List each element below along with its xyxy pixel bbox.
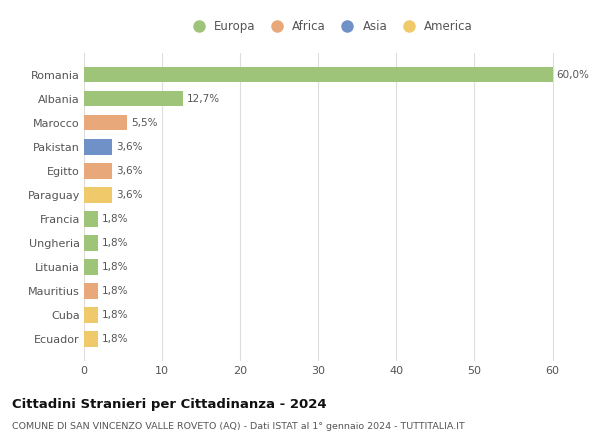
Text: 3,6%: 3,6% xyxy=(116,190,143,200)
Text: 1,8%: 1,8% xyxy=(102,310,128,320)
Legend: Europa, Africa, Asia, America: Europa, Africa, Asia, America xyxy=(182,15,478,38)
Bar xyxy=(84,163,112,179)
Bar xyxy=(84,187,112,202)
Text: 1,8%: 1,8% xyxy=(102,238,128,248)
Bar xyxy=(84,235,98,251)
Text: COMUNE DI SAN VINCENZO VALLE ROVETO (AQ) - Dati ISTAT al 1° gennaio 2024 - TUTTI: COMUNE DI SAN VINCENZO VALLE ROVETO (AQ)… xyxy=(12,422,465,430)
Bar xyxy=(84,283,98,299)
Text: 1,8%: 1,8% xyxy=(102,334,128,344)
Text: 60,0%: 60,0% xyxy=(556,70,589,80)
Bar xyxy=(84,307,98,323)
Text: 1,8%: 1,8% xyxy=(102,214,128,224)
Bar xyxy=(84,115,127,131)
Text: 12,7%: 12,7% xyxy=(187,94,220,104)
Bar xyxy=(84,91,183,106)
Bar xyxy=(84,211,98,227)
Text: 1,8%: 1,8% xyxy=(102,262,128,272)
Text: 5,5%: 5,5% xyxy=(131,117,157,128)
Bar xyxy=(84,67,553,82)
Text: 1,8%: 1,8% xyxy=(102,286,128,296)
Text: Cittadini Stranieri per Cittadinanza - 2024: Cittadini Stranieri per Cittadinanza - 2… xyxy=(12,398,326,411)
Text: 3,6%: 3,6% xyxy=(116,166,143,176)
Bar xyxy=(84,259,98,275)
Bar xyxy=(84,139,112,154)
Text: 3,6%: 3,6% xyxy=(116,142,143,152)
Bar xyxy=(84,331,98,347)
